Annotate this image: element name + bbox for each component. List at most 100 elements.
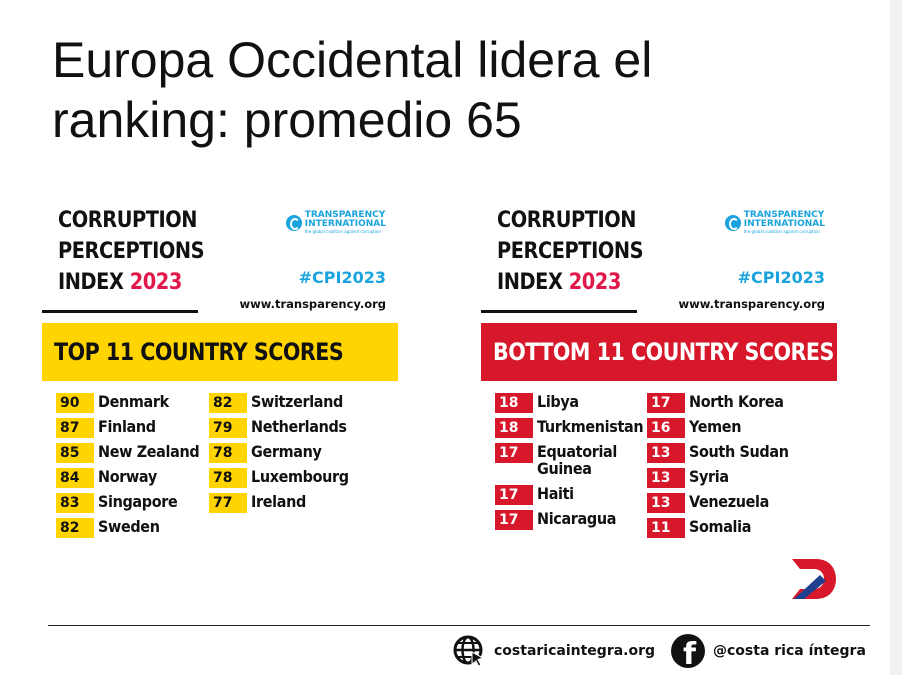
bottom-scores-banner: BOTTOM 11 COUNTRY SCORES xyxy=(481,323,837,381)
score-row: 79 Netherlands xyxy=(209,418,360,438)
country-name: Germany xyxy=(251,442,322,461)
ti-name-1: TRANSPARENCY xyxy=(743,210,825,220)
score-badge: 82 xyxy=(209,393,247,413)
brand-d-logo-icon xyxy=(792,559,836,599)
globe-cursor-icon xyxy=(453,635,485,667)
footer-divider xyxy=(48,625,870,626)
banner-title: BOTTOM 11 COUNTRY SCORES xyxy=(493,338,834,366)
bottom-scores-col2: 17 North Korea 16 Yemen 13 South Sudan 13 Syria… xyxy=(647,393,800,543)
bottom-scores-panel: CORRUPTION PERCEPTIONS INDEX 2023 TRANSP… xyxy=(481,205,841,545)
score-badge: 82 xyxy=(56,518,94,538)
country-name: Venezuela xyxy=(689,492,769,511)
ti-name-2: INTERNATIONAL xyxy=(743,219,825,229)
cpi-heading-line1: CORRUPTION xyxy=(497,208,637,233)
country-name: South Sudan xyxy=(689,442,789,461)
cpi-heading: CORRUPTION PERCEPTIONS INDEX 2023 xyxy=(58,205,205,298)
score-badge: 87 xyxy=(56,418,94,438)
country-name: Equatorial Guinea xyxy=(537,442,617,478)
score-badge: 17 xyxy=(647,393,685,413)
ti-wordmark: TRANSPARENCY INTERNATIONAL the global co… xyxy=(304,211,386,235)
score-row: 17 Haiti xyxy=(495,485,655,505)
transparency-international-logo: TRANSPARENCY INTERNATIONAL the global co… xyxy=(724,210,825,235)
country-name: Somalia xyxy=(689,517,752,536)
country-name: Singapore xyxy=(98,492,178,511)
score-row: 82 Switzerland xyxy=(209,393,360,413)
footer-facebook-text: @costa rica íntegra xyxy=(713,643,866,659)
transparency-international-logo: TRANSPARENCY INTERNATIONAL the global co… xyxy=(285,211,386,235)
cpi-index-word: INDEX xyxy=(58,270,124,295)
cpi-index-word: INDEX xyxy=(497,270,563,295)
cpi-heading-line3: INDEX 2023 xyxy=(58,267,204,298)
country-name: Denmark xyxy=(98,392,169,411)
score-badge: 18 xyxy=(495,418,533,438)
footer-facebook[interactable]: f @costa rica íntegra xyxy=(671,634,866,668)
country-name: Luxembourg xyxy=(251,467,349,486)
score-badge: 16 xyxy=(647,418,685,438)
score-row: 17 Nicaragua xyxy=(495,510,655,530)
country-name: Ireland xyxy=(251,492,306,511)
cpi-heading-line1: CORRUPTION xyxy=(58,208,198,233)
banner-title: TOP 11 COUNTRY SCORES xyxy=(54,338,344,366)
facebook-icon: f xyxy=(671,634,705,668)
score-badge: 13 xyxy=(647,493,685,513)
score-row: 11 Somalia xyxy=(647,518,800,538)
footer-website[interactable]: costaricaintegra.org xyxy=(452,634,655,668)
score-row: 84 Norway xyxy=(56,468,211,488)
score-row: 18 Turkmenistan xyxy=(495,418,655,438)
score-badge: 13 xyxy=(647,468,685,488)
country-name: Syria xyxy=(689,467,729,486)
top-scores-col2: 82 Switzerland 79 Netherlands 78 Germany 78 Lux… xyxy=(209,393,360,518)
score-row: 78 Germany xyxy=(209,443,360,463)
score-row: 87 Finland xyxy=(56,418,211,438)
country-name: Haiti xyxy=(537,484,574,503)
score-row: 85 New Zealand xyxy=(56,443,211,463)
score-badge: 85 xyxy=(56,443,94,463)
ti-tagline: the global coalition against corruption xyxy=(304,229,381,234)
country-name: Yemen xyxy=(689,417,742,436)
heading-underline xyxy=(481,310,637,313)
score-badge: 17 xyxy=(495,485,533,505)
cpi-heading: CORRUPTION PERCEPTIONS INDEX 2023 xyxy=(497,205,644,298)
score-row: 13 South Sudan xyxy=(647,443,800,463)
score-row: 77 Ireland xyxy=(209,493,360,513)
score-row: 90 Denmark xyxy=(56,393,211,413)
score-badge: 90 xyxy=(56,393,94,413)
score-badge: 78 xyxy=(209,443,247,463)
score-badge: 83 xyxy=(56,493,94,513)
score-row: 82 Sweden xyxy=(56,518,211,538)
cpi-year: 2023 xyxy=(568,270,622,295)
hashtag: #CPI2023 xyxy=(298,268,386,287)
country-name: Libya xyxy=(537,392,579,411)
score-badge: 79 xyxy=(209,418,247,438)
country-name: North Korea xyxy=(689,392,784,411)
score-badge: 78 xyxy=(209,468,247,488)
score-row: 13 Venezuela xyxy=(647,493,800,513)
score-row: 16 Yemen xyxy=(647,418,800,438)
score-badge: 77 xyxy=(209,493,247,513)
score-row: 83 Singapore xyxy=(56,493,211,513)
score-row: 18 Libya xyxy=(495,393,655,413)
score-badge: 11 xyxy=(647,518,685,538)
ti-wordmark: TRANSPARENCY INTERNATIONAL the global co… xyxy=(743,210,825,235)
country-name: Finland xyxy=(98,417,156,436)
cpi-heading-line2: PERCEPTIONS xyxy=(497,239,644,264)
ti-name-2: INTERNATIONAL xyxy=(304,219,386,229)
ti-globe-icon xyxy=(285,214,302,231)
score-badge: 17 xyxy=(495,510,533,530)
score-badge: 18 xyxy=(495,393,533,413)
footer-website-text: costaricaintegra.org xyxy=(494,643,656,659)
website-text: www.transparency.org xyxy=(678,297,825,311)
bottom-scores-col1: 18 Libya 18 Turkmenistan 17 Equatorial Guinea… xyxy=(495,393,655,535)
score-row: 78 Luxembourg xyxy=(209,468,360,488)
cpi-heading-line2: PERCEPTIONS xyxy=(58,239,205,264)
country-name: Nicaragua xyxy=(537,509,617,528)
country-name: Sweden xyxy=(98,517,160,536)
country-name: Norway xyxy=(98,467,157,486)
score-row: 17 Equatorial Guinea xyxy=(495,443,655,480)
slide-title: Europa Occidental lidera el ranking: pro… xyxy=(52,32,653,148)
country-name: Netherlands xyxy=(251,417,347,436)
top-scores-col1: 90 Denmark 87 Finland 85 New Zealand 84 Norway 8… xyxy=(56,393,211,543)
slide-edge xyxy=(890,0,902,675)
heading-underline xyxy=(42,310,198,313)
cpi-year: 2023 xyxy=(129,270,183,295)
